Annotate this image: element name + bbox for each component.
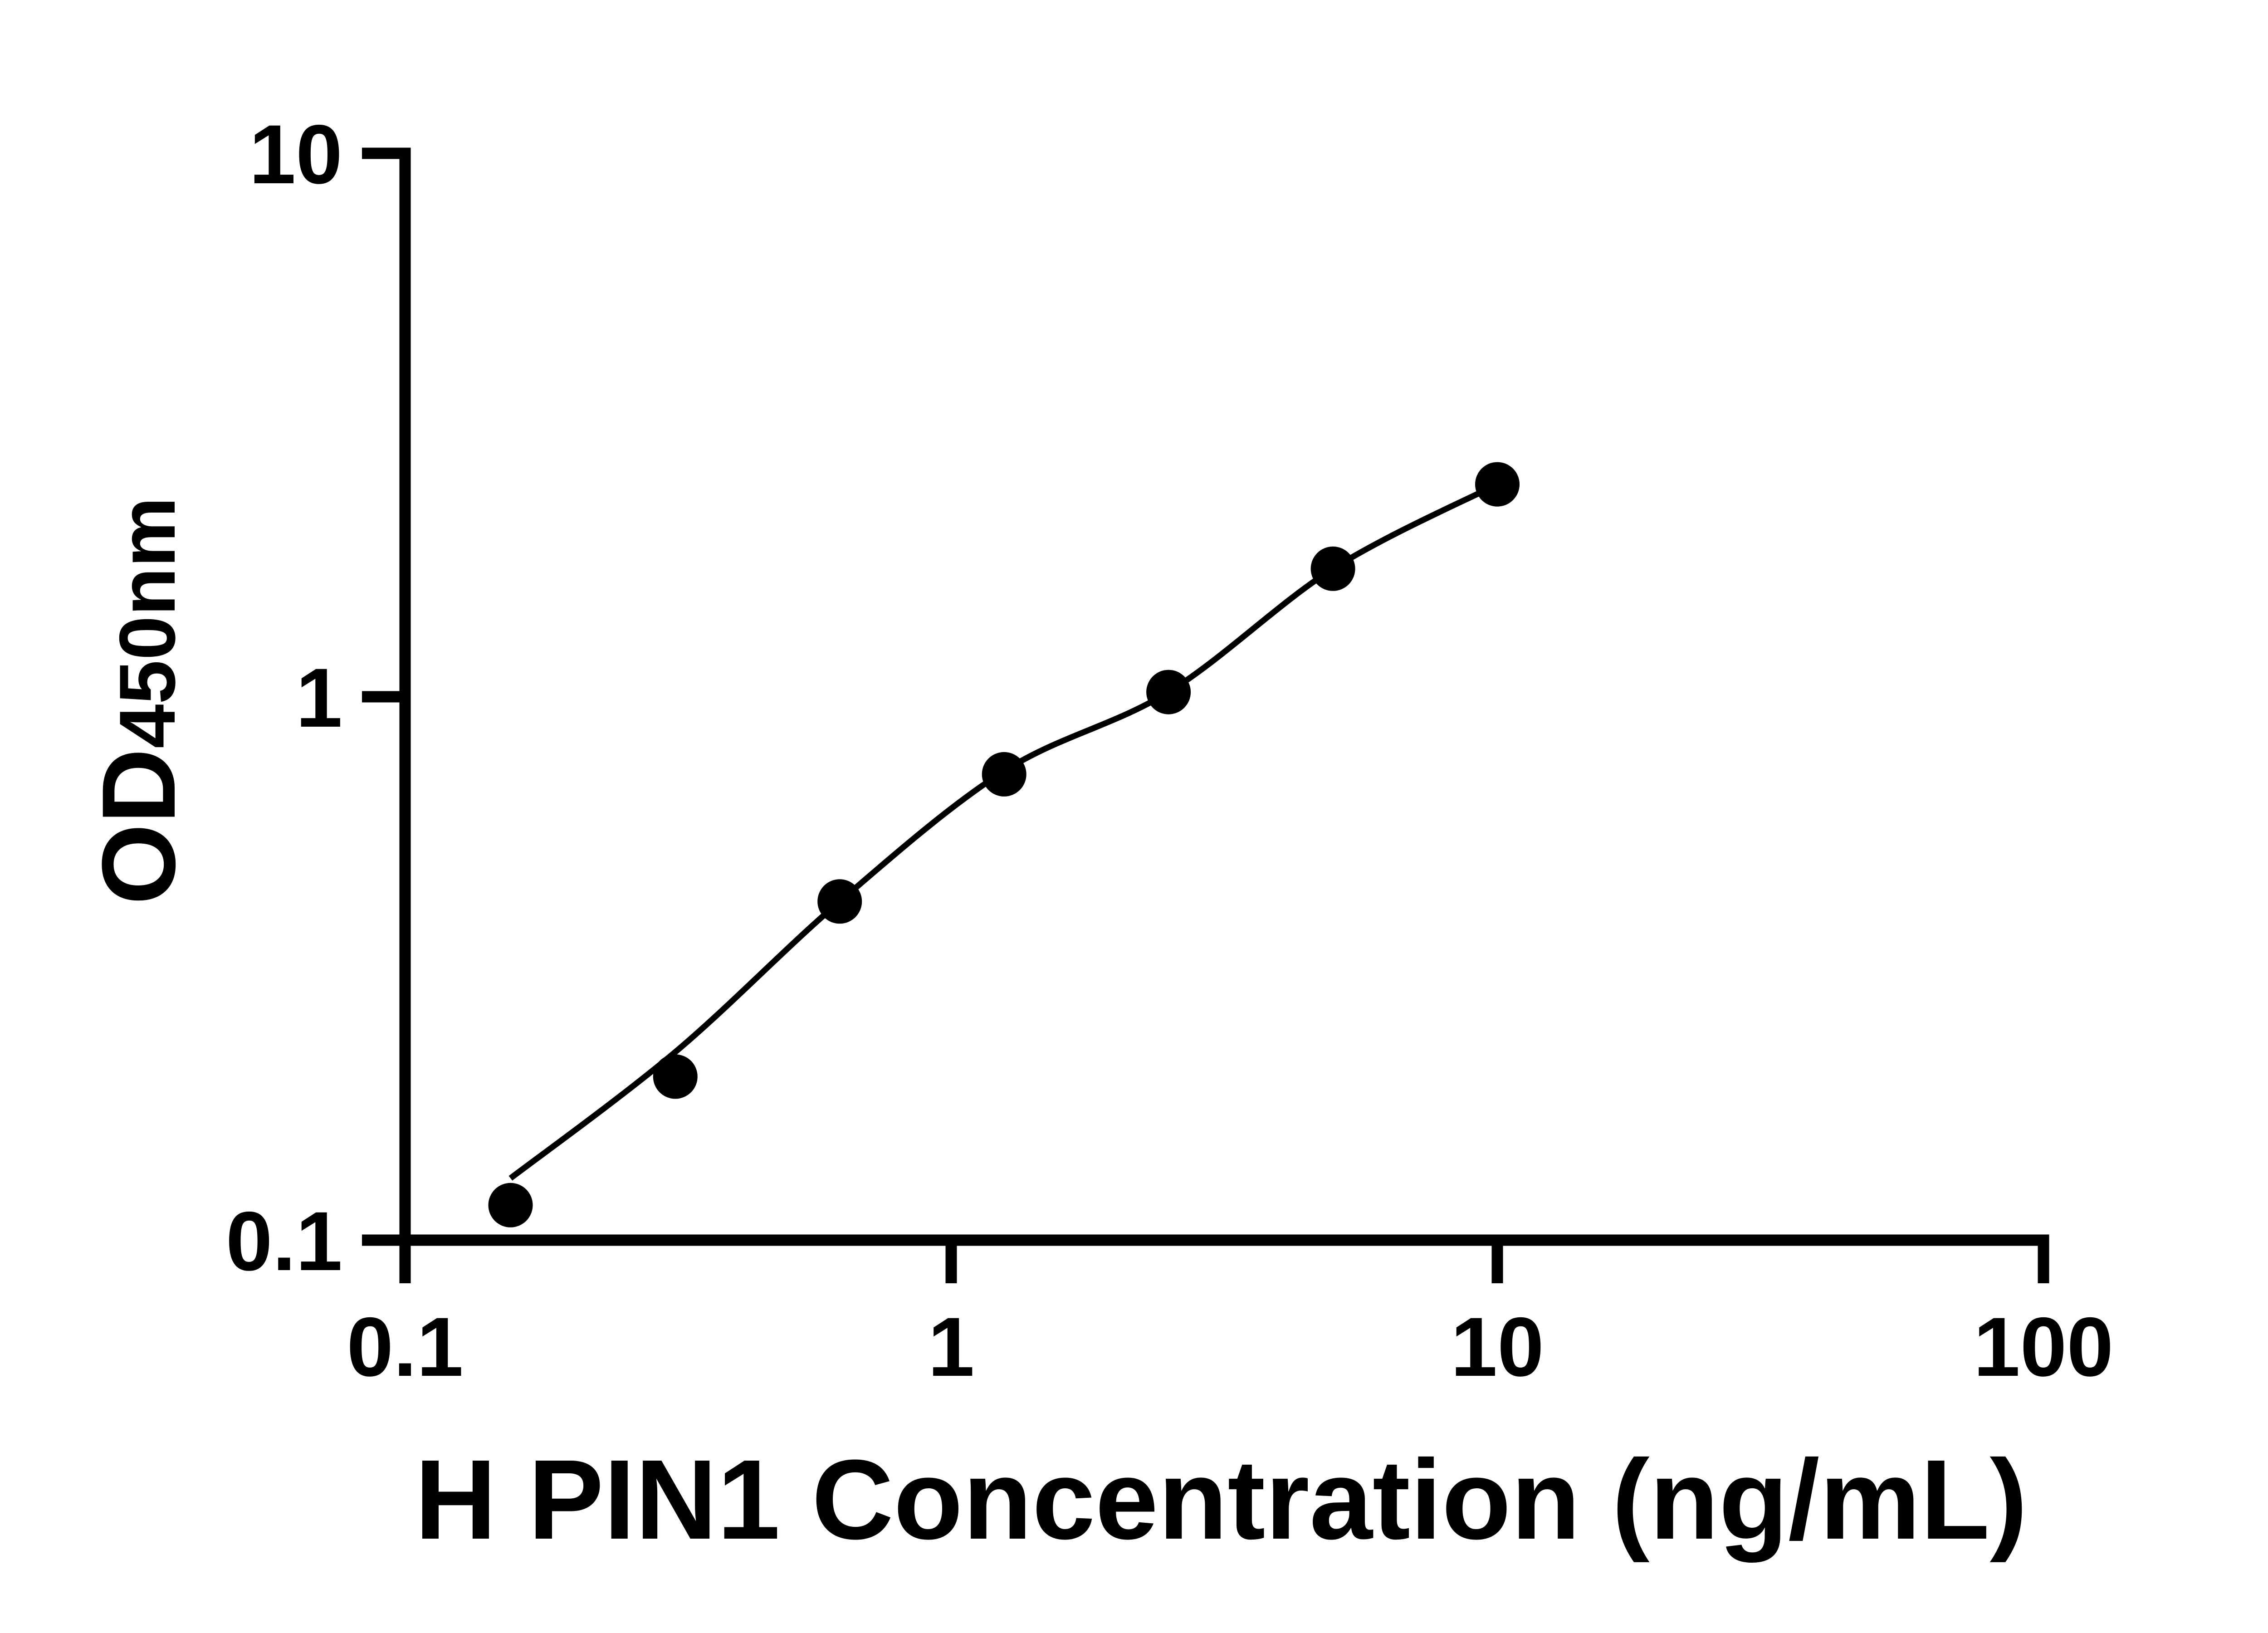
y-axis-title-sub: 450nm — [103, 497, 192, 748]
y-tick-label: 1 — [296, 651, 342, 745]
y-axis-ticks: 0.1 1 10 — [226, 108, 405, 1288]
x-tick-label: 10 — [1451, 1301, 1544, 1394]
data-point — [817, 879, 862, 924]
y-tick-label: 0.1 — [226, 1195, 342, 1288]
y-tick-label: 10 — [249, 108, 342, 201]
data-point — [982, 752, 1026, 797]
data-point — [653, 1054, 698, 1099]
data-point — [488, 1183, 533, 1227]
y-axis-title-main: OD — [80, 748, 197, 905]
x-axis-ticks: 0.1 1 10 100 — [347, 1240, 2113, 1394]
x-tick-label: 1 — [928, 1301, 975, 1394]
data-point — [1146, 670, 1191, 714]
svg-text:OD450nm: OD450nm — [80, 497, 197, 905]
x-tick-label: 0.1 — [347, 1301, 463, 1394]
data-point — [1310, 546, 1355, 591]
x-tick-label: 100 — [1974, 1301, 2114, 1394]
y-axis-title: OD450nm — [80, 497, 197, 905]
data-points-group — [488, 462, 1520, 1227]
x-axis-title: H PIN1 Concentration (ng/mL) — [415, 1436, 2028, 1563]
data-point — [1475, 462, 1520, 507]
